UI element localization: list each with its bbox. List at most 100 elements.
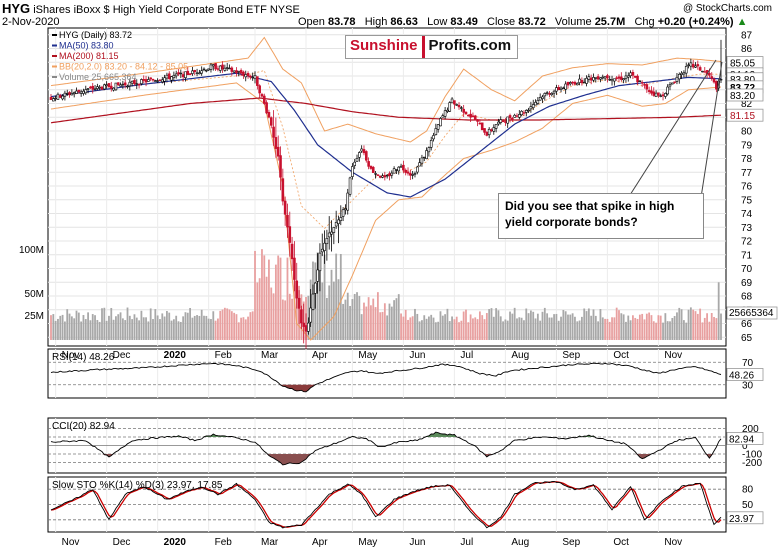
candle-body <box>585 77 588 84</box>
volume-bar <box>191 317 194 340</box>
x-tick-label-top: 2020 <box>164 350 187 361</box>
candle-body <box>135 83 139 85</box>
candle-body <box>580 79 584 84</box>
rsi-pane-title: RSI(14) 48.26 <box>52 352 115 363</box>
volume-bar <box>717 282 720 340</box>
volume-bar <box>541 311 544 340</box>
candle-body <box>429 140 433 148</box>
candle-body <box>534 101 537 106</box>
candle-body <box>286 214 289 228</box>
candle-body <box>420 157 424 164</box>
volume-bar <box>694 311 697 340</box>
volume-bar <box>638 314 641 340</box>
candle-body <box>251 76 254 79</box>
price-tick-label: 66 <box>741 319 753 330</box>
candle-body <box>260 94 264 97</box>
x-tick-label-top: Nov <box>664 350 682 361</box>
candle-body <box>578 78 581 83</box>
cci-pane-tick-label: -200 <box>742 458 762 469</box>
volume-bar <box>182 316 185 340</box>
sto-pane-tick-label: 80 <box>742 485 754 496</box>
volume-bar <box>274 264 277 340</box>
candle-body <box>392 168 396 174</box>
candle-body <box>643 84 646 86</box>
volume-bar <box>330 269 333 340</box>
x-tick-label-bottom: Jun <box>409 537 425 548</box>
candle-body <box>652 91 656 96</box>
volume-bar <box>402 316 405 340</box>
volume-bar <box>567 314 569 340</box>
volume-bar <box>115 316 117 340</box>
candle-body <box>557 87 561 91</box>
candle-body <box>327 232 331 238</box>
candle-body <box>675 76 679 82</box>
candle-body <box>82 90 85 94</box>
candle-body <box>56 93 60 100</box>
volume-tick-label: 100M <box>19 245 44 256</box>
candle-body <box>237 71 241 73</box>
candle-body <box>478 122 482 125</box>
volume-bar <box>474 317 477 340</box>
volume-bar <box>256 282 259 340</box>
candle-body <box>624 75 628 79</box>
candle-body <box>191 70 194 74</box>
volume-bar <box>497 310 500 340</box>
price-badge-box <box>726 108 764 122</box>
candle-body <box>216 68 220 70</box>
volume-badge: 25665364 <box>726 306 778 320</box>
candle-body <box>332 227 336 233</box>
candle-body <box>198 72 201 75</box>
candle-body <box>636 75 639 83</box>
candle-body <box>249 75 252 78</box>
sunshine-profits-logo: Sunshine Profits.com <box>345 35 519 59</box>
volume-bar <box>715 318 718 340</box>
candle-body <box>608 78 612 81</box>
volume-bar <box>578 320 581 340</box>
candle-body <box>228 67 231 70</box>
candle-body <box>147 79 150 82</box>
volume-bar <box>159 319 161 340</box>
ohlc-summary: Open 83.78 High 86.63 Low 83.49 Close 83… <box>298 16 748 28</box>
volume-bar <box>84 319 87 340</box>
volume-bar <box>117 314 120 340</box>
volume-bar <box>103 307 106 340</box>
candle-body <box>364 151 368 161</box>
volume-bar <box>152 319 154 340</box>
candle-body <box>307 322 310 332</box>
volume-bar <box>580 316 583 340</box>
volume-bar <box>110 307 113 340</box>
candle-body <box>79 91 83 94</box>
volume-bar <box>316 252 319 340</box>
volume-bar <box>295 282 298 340</box>
volume-bar <box>223 307 226 340</box>
volume-bar <box>662 322 664 340</box>
volume-bar <box>444 314 447 340</box>
candle-body <box>341 209 345 217</box>
volume-bar <box>73 318 76 340</box>
volume-bar <box>548 317 551 340</box>
volume-bar <box>576 321 579 340</box>
volume-bar <box>168 312 171 340</box>
volume-bar <box>601 317 604 340</box>
volume-bar <box>451 316 453 340</box>
candle-body <box>156 80 159 82</box>
volume-bar <box>212 311 215 340</box>
candle-body <box>613 78 616 82</box>
candle-body <box>353 161 357 166</box>
candle-body <box>281 178 285 202</box>
price-tick-label: 70 <box>741 264 753 275</box>
volume-bar <box>627 315 630 340</box>
volume-bar <box>96 319 99 340</box>
volume-bar <box>692 309 695 340</box>
volume-bar <box>339 253 342 340</box>
candle-body <box>599 77 602 80</box>
candle-body <box>480 122 484 131</box>
price-tick-label: 73 <box>741 223 753 234</box>
candle-body <box>443 110 447 117</box>
volume-bar <box>131 319 134 340</box>
candle-body <box>200 70 203 74</box>
candle-body <box>158 79 162 82</box>
candle-body <box>453 100 456 105</box>
candle-body <box>515 115 519 117</box>
volume-bar <box>504 319 507 340</box>
